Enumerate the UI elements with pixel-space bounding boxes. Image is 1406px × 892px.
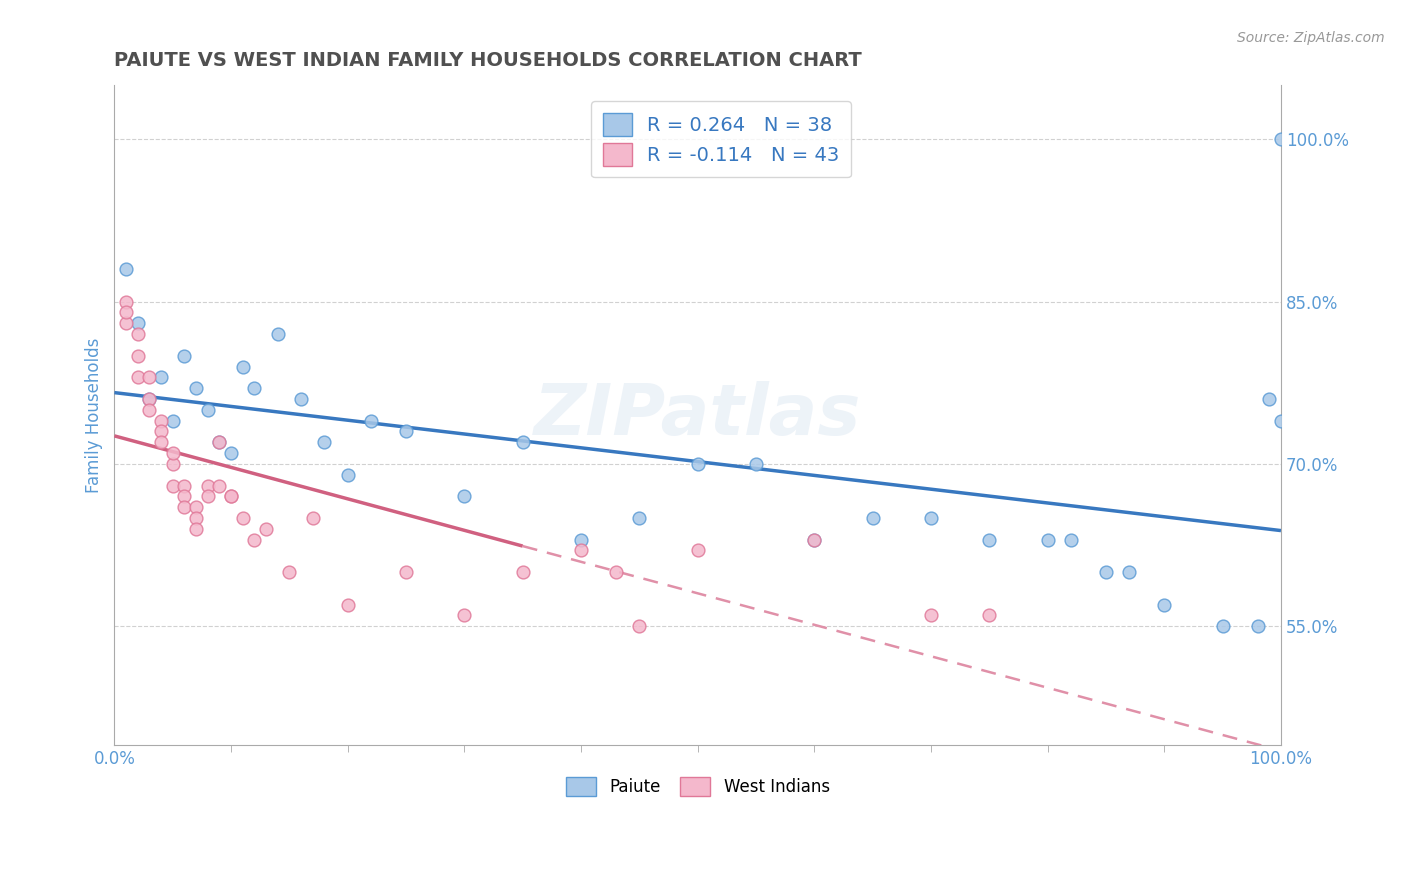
Point [138, 392, 160, 406]
Point [219, 489, 242, 503]
Point [686, 457, 709, 471]
Point [301, 511, 323, 525]
Point [862, 511, 884, 525]
Point [150, 435, 173, 450]
Point [628, 619, 651, 633]
Point [395, 565, 418, 579]
Point [745, 457, 768, 471]
Point [453, 608, 475, 623]
Point [138, 370, 160, 384]
Point [232, 359, 254, 374]
Point [628, 511, 651, 525]
Text: ZIPatlas: ZIPatlas [534, 381, 862, 450]
Point [184, 381, 207, 395]
Point [979, 608, 1001, 623]
Point [569, 533, 592, 547]
Point [267, 326, 290, 341]
Point [243, 533, 266, 547]
Point [219, 446, 242, 460]
Point [150, 425, 173, 439]
Point [127, 316, 149, 330]
Point [162, 414, 184, 428]
Point [208, 478, 231, 492]
Point [219, 489, 242, 503]
Point [115, 305, 138, 319]
Point [138, 402, 160, 417]
Point [605, 565, 627, 579]
Point [290, 392, 312, 406]
Point [162, 457, 184, 471]
Point [1036, 533, 1059, 547]
Point [336, 598, 359, 612]
Point [232, 511, 254, 525]
Point [512, 565, 534, 579]
Text: PAIUTE VS WEST INDIAN FAMILY HOUSEHOLDS CORRELATION CHART: PAIUTE VS WEST INDIAN FAMILY HOUSEHOLDS … [114, 51, 862, 70]
Point [197, 402, 219, 417]
Point [920, 608, 942, 623]
Point [254, 522, 277, 536]
Point [197, 489, 219, 503]
Point [184, 511, 207, 525]
Point [184, 522, 207, 536]
Point [162, 446, 184, 460]
Point [208, 435, 231, 450]
Legend: Paiute, West Indians: Paiute, West Indians [560, 771, 837, 803]
Point [569, 543, 592, 558]
Point [453, 489, 475, 503]
Point [127, 326, 149, 341]
Point [127, 349, 149, 363]
Point [314, 435, 336, 450]
Point [1060, 533, 1083, 547]
Point [162, 478, 184, 492]
Point [115, 294, 138, 309]
Point [803, 533, 825, 547]
Point [173, 489, 195, 503]
Point [1270, 132, 1292, 146]
Point [243, 381, 266, 395]
Text: Source: ZipAtlas.com: Source: ZipAtlas.com [1237, 31, 1385, 45]
Point [138, 392, 160, 406]
Point [150, 370, 173, 384]
Point [208, 435, 231, 450]
Point [197, 478, 219, 492]
Point [803, 533, 825, 547]
Point [1246, 619, 1268, 633]
Point [1118, 565, 1140, 579]
Point [979, 533, 1001, 547]
Point [395, 425, 418, 439]
Point [512, 435, 534, 450]
Point [336, 467, 359, 482]
Y-axis label: Family Households: Family Households [86, 337, 103, 493]
Point [173, 478, 195, 492]
Point [1095, 565, 1118, 579]
Point [150, 414, 173, 428]
Point [1212, 619, 1234, 633]
Point [173, 349, 195, 363]
Point [184, 500, 207, 515]
Point [360, 414, 382, 428]
Point [173, 500, 195, 515]
Point [115, 262, 138, 277]
Point [1258, 392, 1281, 406]
Point [1270, 414, 1292, 428]
Point [127, 370, 149, 384]
Point [686, 543, 709, 558]
Point [115, 316, 138, 330]
Point [1153, 598, 1175, 612]
Point [278, 565, 301, 579]
Point [920, 511, 942, 525]
